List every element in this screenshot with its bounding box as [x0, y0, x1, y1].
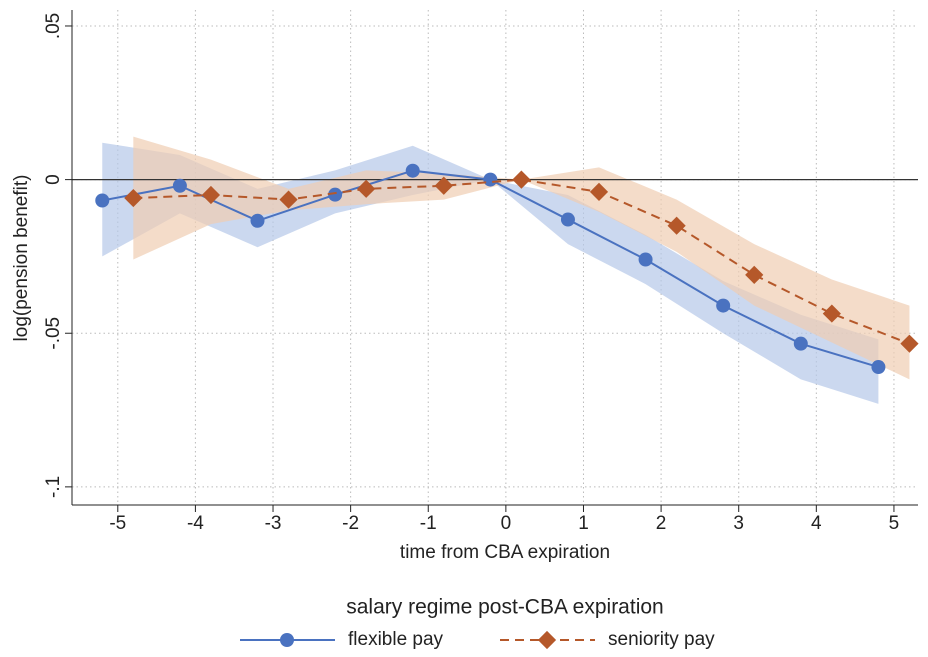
- x-tick-label: 0: [501, 513, 512, 534]
- point: [667, 216, 686, 235]
- point: [900, 334, 919, 353]
- x-tick-label: 2: [656, 513, 667, 534]
- legend-title: salary regime post-CBA expiration: [346, 596, 663, 619]
- x-tick-label: -4: [187, 513, 204, 534]
- point: [822, 304, 841, 323]
- point: [279, 190, 298, 209]
- point: [434, 176, 453, 195]
- x-tick-label: 4: [811, 513, 822, 534]
- x-tick-label: 5: [889, 513, 900, 534]
- y-tick-label: -.1: [43, 476, 64, 498]
- x-tick-label: -1: [420, 513, 437, 534]
- legend-marker: [280, 633, 294, 647]
- y-tick-label: 0: [43, 174, 64, 185]
- point: [250, 213, 265, 228]
- point: [793, 336, 808, 351]
- legend-marker: [537, 630, 557, 650]
- point: [483, 172, 498, 187]
- x-tick-label: -2: [342, 513, 359, 534]
- point: [745, 265, 764, 284]
- legend-label: flexible pay: [348, 629, 444, 650]
- point: [172, 178, 187, 193]
- x-axis-title: time from CBA expiration: [400, 542, 610, 563]
- y-tick-label: -.05: [43, 317, 64, 350]
- point: [871, 360, 886, 375]
- point: [716, 298, 731, 313]
- point: [638, 252, 653, 267]
- x-tick-label: -5: [109, 513, 126, 534]
- y-axis-title: log(pension benefit): [11, 175, 32, 342]
- y-tick-label: .05: [43, 13, 64, 39]
- point: [560, 212, 575, 227]
- x-tick-label: 1: [578, 513, 589, 534]
- x-tick-label: -3: [265, 513, 282, 534]
- point: [512, 170, 531, 189]
- point: [95, 193, 110, 208]
- point: [124, 188, 143, 208]
- x-tick-label: 3: [733, 513, 744, 534]
- point: [405, 163, 420, 178]
- point: [201, 185, 221, 205]
- point: [357, 179, 376, 198]
- legend-label: seniority pay: [608, 629, 715, 650]
- point: [589, 182, 609, 201]
- point: [328, 187, 343, 202]
